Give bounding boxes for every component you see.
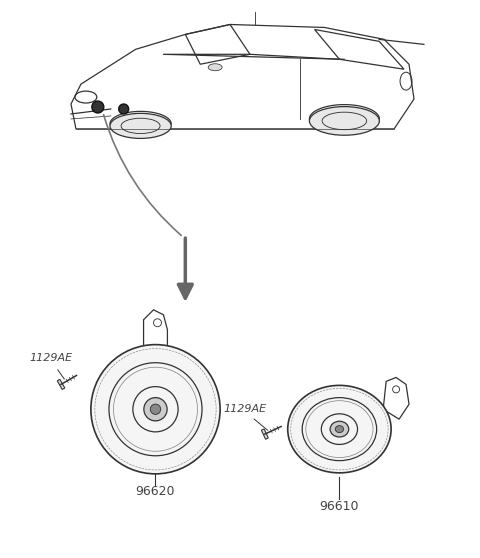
Circle shape [150,404,161,415]
FancyArrowPatch shape [179,238,192,298]
Ellipse shape [330,421,349,437]
Text: 96610: 96610 [320,500,359,513]
Text: 96620: 96620 [136,485,175,498]
Ellipse shape [110,113,171,138]
Ellipse shape [208,64,222,71]
Polygon shape [57,379,65,389]
Circle shape [119,104,129,114]
Ellipse shape [288,386,391,473]
Polygon shape [262,429,268,439]
Circle shape [92,101,104,113]
Ellipse shape [310,107,379,135]
Text: 1129AE: 1129AE [223,404,266,414]
Text: 1129AE: 1129AE [30,353,72,363]
Ellipse shape [336,426,344,432]
Circle shape [91,345,220,474]
Circle shape [144,398,167,421]
